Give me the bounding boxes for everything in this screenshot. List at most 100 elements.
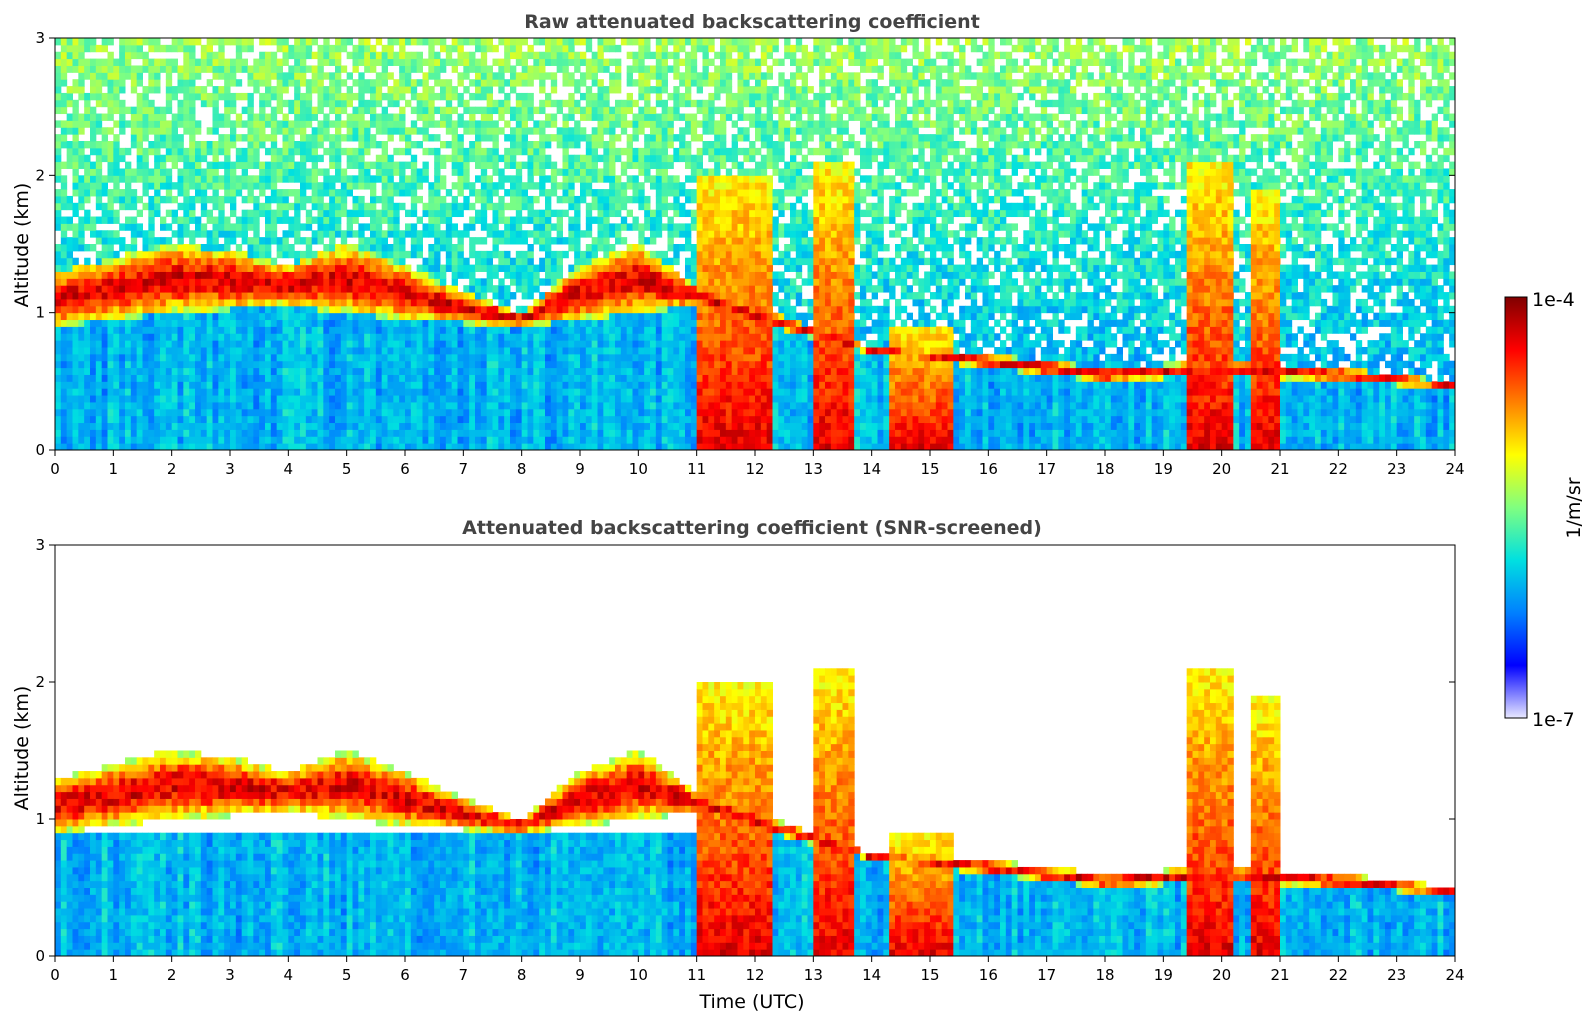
heatmap-cell [148,292,155,300]
heatmap-cell [428,202,435,211]
heatmap-cell [247,443,254,451]
heatmap-cell [224,340,231,348]
heatmap-cell [95,395,103,403]
heatmap-cell [428,353,435,362]
heatmap-cell [125,182,132,190]
heatmap-cell [346,408,353,417]
heatmap-cell [282,99,289,108]
heatmap-cell [206,161,213,169]
heatmap-cell [475,443,482,451]
heatmap-cell [422,92,429,101]
heatmap-cell [130,415,138,424]
heatmap-cell [422,99,429,108]
heatmap-cell [305,86,313,94]
heatmap-cell [212,271,219,279]
heatmap-cell [340,237,348,245]
heatmap-cell [364,99,371,108]
heatmap-cell [171,257,178,266]
heatmap-cell [580,154,587,163]
heatmap-cell [463,443,470,451]
heatmap-cell [142,278,149,286]
heatmap-cell [294,415,301,424]
heatmap-cell [568,333,575,341]
heatmap-cell [346,298,353,307]
heatmap-cell [90,340,97,348]
heatmap-cell [241,230,248,238]
heatmap-cell [177,189,184,197]
heatmap-cell [486,360,493,369]
heatmap-cell [510,72,517,80]
heatmap-cell [533,230,540,238]
heatmap-cell [597,168,604,176]
heatmap-cell [352,195,359,204]
heatmap-cell [375,127,383,135]
heatmap-cell [55,120,62,128]
heatmap-cell [545,312,552,321]
heatmap-cell [212,264,219,272]
heatmap-cell [235,381,243,389]
heatmap-cell [300,298,307,307]
heatmap-cell [492,271,499,279]
heatmap-cell [346,285,353,293]
heatmap-cell [130,175,138,183]
heatmap-cell [270,195,278,204]
heatmap-cell [165,99,173,108]
heatmap-cell [562,168,569,176]
heatmap-cell [440,422,447,430]
heatmap-cell [428,326,435,334]
heatmap-cell [550,86,558,94]
heatmap-cell [195,120,202,128]
heatmap-cell [480,367,488,375]
heatmap-cell [393,353,400,362]
heatmap-cell [469,237,476,245]
heatmap-cell [235,223,243,231]
heatmap-cell [230,79,237,87]
heatmap-cell [142,408,149,417]
heatmap-cell [498,113,505,121]
heatmap-cell [90,65,97,73]
heatmap-cell [340,244,348,252]
heatmap-cell [90,333,97,341]
heatmap-cell [235,367,243,375]
heatmap-cell [294,175,301,183]
heatmap-cell [282,202,289,211]
heatmap-cell [375,340,383,348]
heatmap-cell [486,443,493,451]
heatmap-cell [370,388,377,396]
heatmap-cell [492,161,499,169]
heatmap-cell [585,360,593,369]
heatmap-cell [171,216,178,224]
heatmap-cell [445,127,453,135]
heatmap-cell [72,408,79,417]
heatmap-cell [510,374,517,382]
heatmap-cell [195,353,202,362]
heatmap-cell [206,353,213,362]
heatmap-cell [609,134,616,142]
heatmap-cell [78,367,85,375]
heatmap-cell [235,250,243,259]
heatmap-cell [539,99,546,108]
heatmap-cell [160,436,167,444]
heatmap-cell [352,92,359,101]
heatmap-cell [399,58,406,66]
heatmap-cell [329,134,336,142]
heatmap-cell [142,113,149,121]
heatmap-cell [358,134,365,142]
heatmap-cell [329,79,336,87]
heatmap-cell [253,257,260,266]
heatmap-cell [78,381,85,389]
heatmap-cell [375,395,383,403]
heatmap-cell [177,79,184,87]
heatmap-cell [510,381,517,389]
heatmap-cell [469,374,476,382]
heatmap-cell [597,141,604,149]
heatmap-cell [300,395,307,403]
heatmap-cell [311,113,318,121]
heatmap-cell [568,388,575,396]
heatmap-cell [480,250,488,259]
heatmap-cell [171,147,178,156]
heatmap-cell [259,319,266,327]
heatmap-cell [195,319,202,327]
heatmap-cell [253,223,260,231]
heatmap-cell [358,395,365,403]
